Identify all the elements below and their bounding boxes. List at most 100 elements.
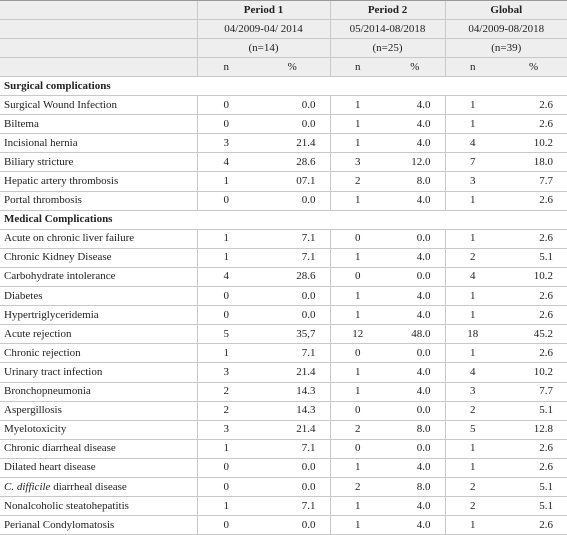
pct-cell: 2.6	[500, 515, 567, 535]
n-cell: 1	[329, 114, 386, 135]
pct-cell: 5.1	[500, 496, 567, 517]
row-label: Dilated heart disease	[0, 458, 197, 478]
pct-cell: 4.0	[385, 286, 446, 307]
n-cell: 1	[444, 439, 501, 459]
n-cell: 1	[444, 515, 501, 535]
pct-cell: 4.0	[385, 248, 446, 268]
pct-cell: 28.6	[255, 152, 331, 173]
header-blank	[0, 19, 197, 39]
n-cell: 1	[329, 248, 386, 268]
n-cell: 12	[329, 324, 386, 345]
n-cell: 1	[196, 229, 255, 249]
header-cell: (n=14)	[196, 38, 331, 58]
data-row: Perianal Condylomatosis 0 0.0 1 4.0 1 2.6	[0, 515, 567, 535]
data-row: Chronic Kidney Disease 1 7.1 1 4.0 2 5.1	[0, 248, 567, 268]
pct-cell: 7.1	[255, 229, 331, 249]
section-row: Surgical complications	[0, 76, 567, 97]
n-cell: 1	[444, 286, 501, 307]
pct-cell: 4.0	[385, 133, 446, 154]
data-row: Myelotoxicity 3 21.4 2 8.0 5 12.8	[0, 420, 567, 440]
n-cell: 0	[196, 95, 255, 116]
pct-cell: 10.2	[500, 133, 567, 154]
pct-cell: 4.0	[385, 191, 446, 211]
row-label: Biliary stricture	[0, 152, 197, 173]
n-cell: 1	[444, 458, 501, 478]
row-label: Portal thrombosis	[0, 191, 197, 211]
pct-cell: 4.0	[385, 305, 446, 326]
pct-cell: 4.0	[385, 458, 446, 478]
n-cell: 1	[329, 95, 386, 116]
n-cell: 3	[196, 362, 255, 383]
pct-cell: 0.0	[255, 95, 331, 116]
pct-cell: 4.0	[385, 515, 446, 535]
data-row: Chronic diarrheal disease 1 7.1 0 0.0 1 2.6	[0, 439, 567, 459]
pct-cell: 0.0	[255, 286, 331, 307]
pct-cell: 14.3	[255, 382, 331, 402]
pct-cell: 12.8	[500, 420, 567, 440]
n-cell: 4	[444, 267, 501, 288]
header-cell: Period 1	[196, 0, 331, 20]
header-cell: 04/2009-04/ 2014	[196, 19, 331, 39]
n-cell: 0	[329, 229, 386, 249]
n-cell: 0	[329, 439, 386, 459]
subheader-cell: %	[255, 57, 331, 77]
row-label: Hypertriglyceridemia	[0, 305, 197, 326]
pct-cell: 10.2	[500, 267, 567, 288]
pct-cell: 12.0	[385, 152, 446, 173]
n-cell: 3	[196, 133, 255, 154]
n-cell: 1	[329, 305, 386, 326]
data-row: Acute rejection 5 35,7 12 48.0 18 45.2	[0, 324, 567, 345]
n-cell: 4	[444, 362, 501, 383]
n-cell: 3	[196, 420, 255, 440]
pct-cell: 0.0	[385, 439, 446, 459]
header-blank	[0, 57, 197, 77]
n-cell: 2	[444, 401, 501, 421]
row-label: Biltema	[0, 114, 197, 135]
n-cell: 1	[196, 248, 255, 268]
section-row: Medical Complications	[0, 210, 567, 230]
section-label: Surgical complications	[0, 76, 567, 97]
n-cell: 5	[196, 324, 255, 345]
pct-cell: 4.0	[385, 114, 446, 135]
pct-cell: 0.0	[255, 458, 331, 478]
header-blank	[0, 38, 197, 58]
pct-cell: 21.4	[255, 362, 331, 383]
n-cell: 3	[444, 382, 501, 402]
n-cell: 0	[196, 305, 255, 326]
row-label: Hepatic artery thrombosis	[0, 171, 197, 192]
pct-cell: 0.0	[255, 305, 331, 326]
data-row: Urinary tract infection 3 21.4 1 4.0 4 10.2	[0, 362, 567, 383]
pct-cell: 07.1	[255, 171, 331, 192]
pct-cell: 7.1	[255, 248, 331, 268]
n-cell: 1	[444, 191, 501, 211]
pct-cell: 21.4	[255, 420, 331, 440]
data-row: Hypertriglyceridemia 0 0.0 1 4.0 1 2.6	[0, 305, 567, 326]
n-cell: 0	[329, 343, 386, 364]
pct-cell: 7.7	[500, 382, 567, 402]
n-cell: 1	[329, 382, 386, 402]
n-cell: 1	[196, 439, 255, 459]
n-cell: 0	[196, 191, 255, 211]
pct-cell: 2.6	[500, 305, 567, 326]
header-row: 04/2009-04/ 2014 05/2014-08/2018 04/2009-0…	[0, 19, 567, 39]
row-label: Incisional hernia	[0, 133, 197, 154]
n-cell: 1	[329, 133, 386, 154]
data-row: Diabetes 0 0.0 1 4.0 1 2.6	[0, 286, 567, 307]
pct-cell: 5.1	[500, 477, 567, 498]
pct-cell: 8.0	[385, 171, 446, 192]
data-row: Acute on chronic liver failure 1 7.1 0 0.0 1 2…	[0, 229, 567, 249]
pct-cell: 8.0	[385, 477, 446, 498]
pct-cell: 0.0	[255, 477, 331, 498]
pct-cell: 7.1	[255, 439, 331, 459]
n-cell: 2	[196, 382, 255, 402]
pct-cell: 7.7	[500, 171, 567, 192]
n-cell: 1	[329, 286, 386, 307]
pct-cell: 2.6	[500, 458, 567, 478]
pct-cell: 28.6	[255, 267, 331, 288]
italic-text: C. difficile	[4, 480, 51, 493]
pct-cell: 5.1	[500, 401, 567, 421]
pct-cell: 0.0	[255, 191, 331, 211]
n-cell: 2	[444, 496, 501, 517]
